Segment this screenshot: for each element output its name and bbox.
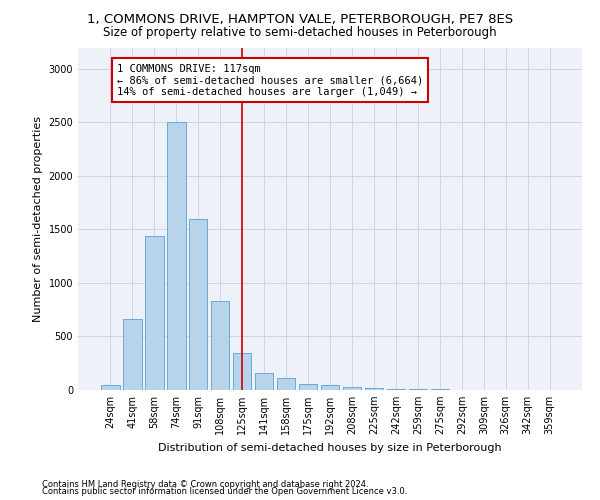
Bar (211, 301, 229, 390)
Bar (233, 352, 251, 390)
Bar (320, 385, 340, 390)
Text: 1, COMMONS DRIVE, HAMPTON VALE, PETERBOROUGH, PE7 8ES: 1, COMMONS DRIVE, HAMPTON VALE, PETERBOR… (87, 12, 513, 26)
Text: Contains HM Land Registry data © Crown copyright and database right 2024.: Contains HM Land Registry data © Crown c… (42, 480, 368, 489)
Bar (343, 387, 361, 390)
Bar (123, 320, 142, 390)
Bar (255, 373, 274, 390)
Y-axis label: Number of semi-detached properties: Number of semi-detached properties (33, 116, 43, 322)
Text: Size of property relative to semi-detached houses in Peterborough: Size of property relative to semi-detach… (103, 26, 497, 39)
Bar (145, 236, 164, 390)
Bar (386, 389, 405, 390)
Text: Contains public sector information licensed under the Open Government Licence v3: Contains public sector information licen… (42, 487, 407, 496)
Bar (299, 384, 317, 390)
Bar (365, 388, 383, 390)
Text: 1 COMMONS DRIVE: 117sqm
← 86% of semi-detached houses are smaller (6,664)
14% of: 1 COMMONS DRIVE: 117sqm ← 86% of semi-de… (117, 64, 423, 97)
Bar (167, 122, 185, 390)
Bar (277, 378, 295, 390)
Bar (409, 389, 427, 390)
Bar (189, 219, 208, 390)
X-axis label: Distribution of semi-detached houses by size in Peterborough: Distribution of semi-detached houses by … (158, 442, 502, 452)
Bar (101, 384, 119, 390)
